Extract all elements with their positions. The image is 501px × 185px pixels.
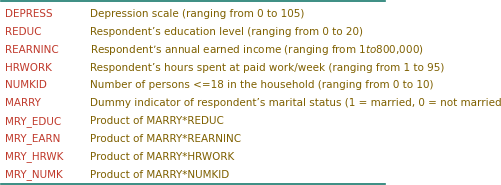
Text: Respondent’s education level (ranging from 0 to 20): Respondent’s education level (ranging fr… — [89, 27, 362, 37]
Text: REARNINC: REARNINC — [5, 45, 59, 55]
Text: MRY_EDUC: MRY_EDUC — [5, 116, 61, 127]
Text: Respondent’s hours spent at paid work/week (ranging from 1 to 95): Respondent’s hours spent at paid work/we… — [89, 63, 443, 73]
Text: Product of MARRY*REDUC: Product of MARRY*REDUC — [89, 116, 223, 126]
Text: Product of MARRY*HRWORK: Product of MARRY*HRWORK — [89, 152, 233, 162]
Text: Product of MARRY*NUMKID: Product of MARRY*NUMKID — [89, 169, 228, 179]
Text: Number of persons <=18 in the household (ranging from 0 to 10): Number of persons <=18 in the household … — [89, 80, 432, 90]
Text: REDUC: REDUC — [5, 27, 42, 37]
Text: MRY_EARN: MRY_EARN — [5, 133, 61, 144]
Text: NUMKID: NUMKID — [5, 80, 47, 90]
Text: MRY_NUMK: MRY_NUMK — [5, 169, 63, 180]
Text: Dummy indicator of respondent’s marital status (1 = married, 0 = not married): Dummy indicator of respondent’s marital … — [89, 98, 501, 108]
Text: Product of MARRY*REARNINC: Product of MARRY*REARNINC — [89, 134, 240, 144]
Text: MARRY: MARRY — [5, 98, 41, 108]
Text: HRWORK: HRWORK — [5, 63, 52, 73]
Text: Respondent’s annual earned income (ranging from $1 to $800,000): Respondent’s annual earned income (rangi… — [89, 43, 422, 57]
Text: Depression scale (ranging from 0 to 105): Depression scale (ranging from 0 to 105) — [89, 9, 303, 19]
Text: MRY_HRWK: MRY_HRWK — [5, 151, 64, 162]
Text: DEPRESS: DEPRESS — [5, 9, 53, 19]
